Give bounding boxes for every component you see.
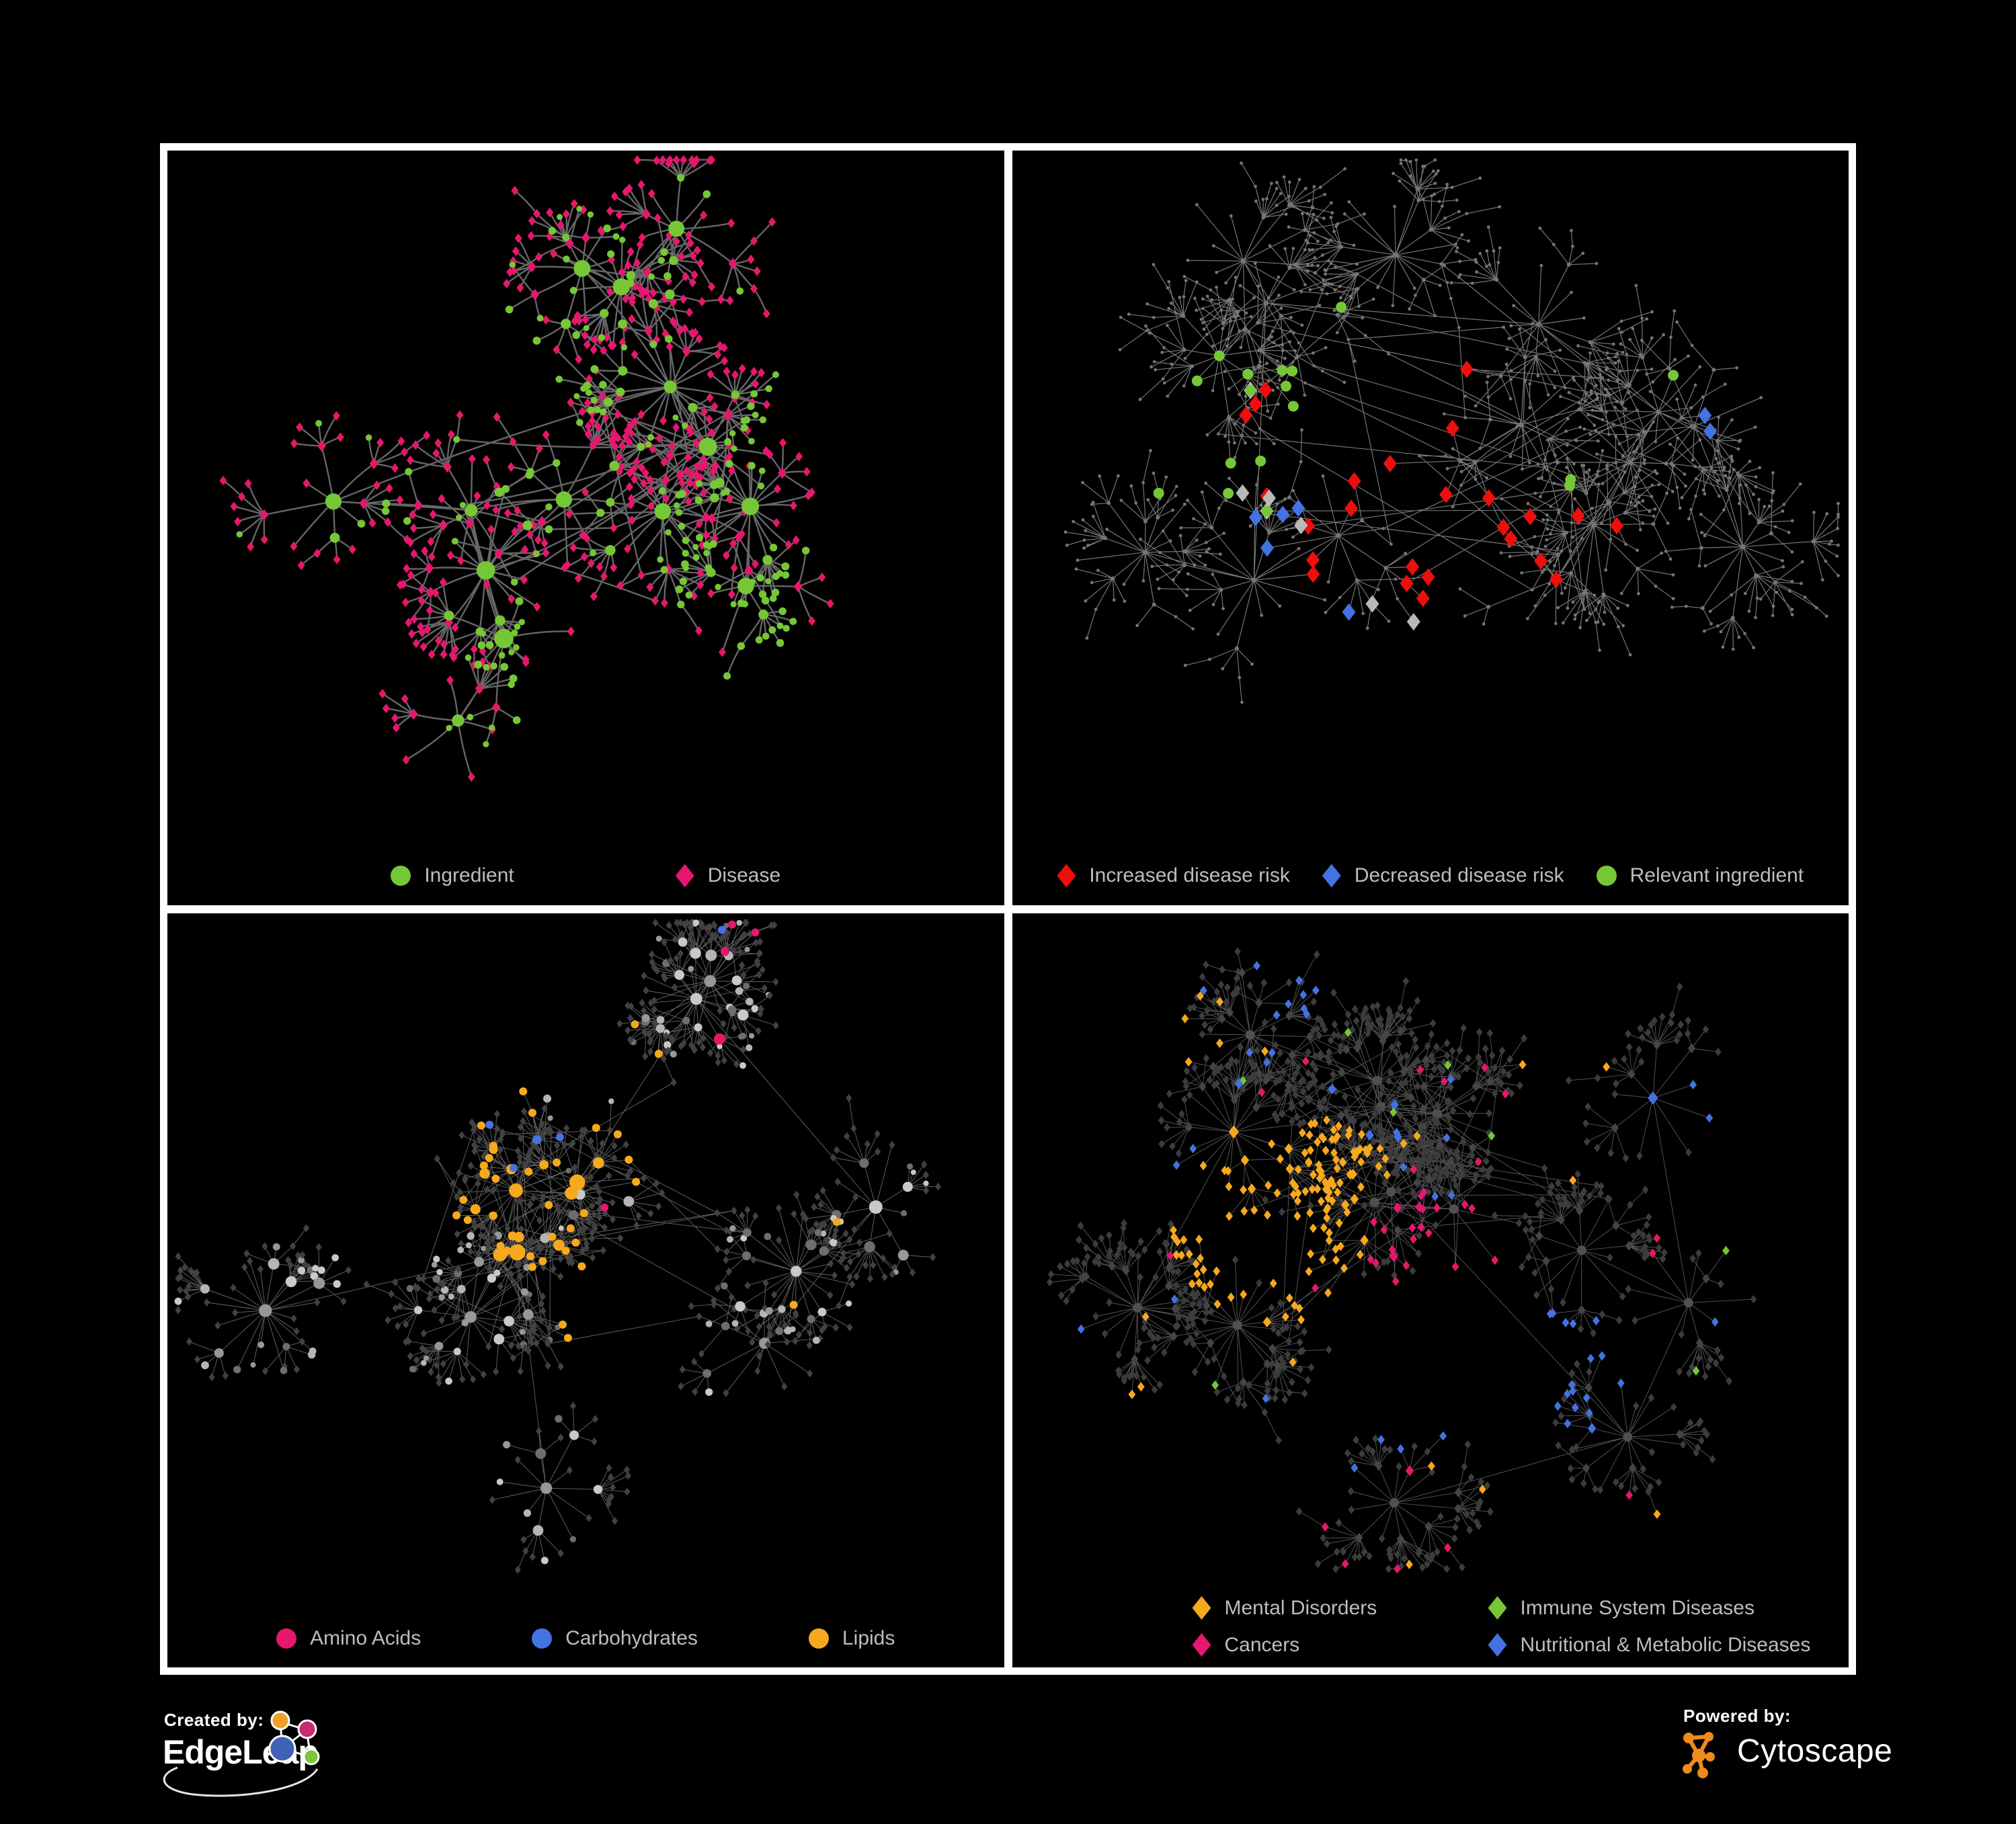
legend-item-relevant-ingredient: Relevant ingredient	[1596, 864, 1804, 887]
ingredient-disease-network-graph	[219, 155, 834, 782]
panel-disease-class-network: Mental Disorders Immune System Diseases Ca…	[1012, 913, 1849, 1667]
nutrient-class-network-graph	[174, 918, 942, 1574]
legend-item-decreased-disease-risk: Decreased disease risk	[1322, 864, 1564, 888]
circle-swatch-icon	[276, 1628, 297, 1649]
diamond-swatch-icon	[1192, 1633, 1211, 1657]
cytoscape-logo-icon	[1683, 1732, 1715, 1778]
panel-disease-risk-network: Increased disease risk Decreased disease …	[1012, 151, 1849, 905]
cytoscape-wordmark: Cytoscape	[1737, 1733, 1893, 1769]
legend-disease-classes: Mental Disorders Immune System Diseases Ca…	[1012, 1596, 1849, 1657]
legend-item-carbohydrates: Carbohydrates	[532, 1627, 698, 1650]
legend-label: Carbohydrates	[565, 1627, 698, 1649]
legend-label: Lipids	[842, 1627, 895, 1649]
legend-label: Disease	[707, 864, 781, 886]
diamond-swatch-icon	[1322, 864, 1341, 888]
circle-swatch-icon	[808, 1628, 829, 1649]
legend-item-lipids: Lipids	[808, 1627, 895, 1650]
edgeleap-logo-icon	[163, 1710, 320, 1797]
legend-item-increased-disease-risk: Increased disease risk	[1057, 864, 1290, 888]
circle-swatch-icon	[1596, 866, 1617, 886]
circle-swatch-icon	[532, 1628, 553, 1649]
legend-label: Mental Disorders	[1224, 1596, 1377, 1619]
legend-label: Immune System Diseases	[1520, 1596, 1755, 1619]
legend-item-disease: Disease	[675, 864, 781, 888]
legend-item-cancers: Cancers	[1192, 1633, 1488, 1657]
panel-ingredient-disease-network: Ingredient Disease	[167, 151, 1004, 905]
legend-label: Amino Acids	[310, 1627, 421, 1649]
diamond-swatch-icon	[1488, 1596, 1507, 1620]
legend-disease-risk: Increased disease risk Decreased disease …	[1012, 864, 1849, 888]
legend-label: Cancers	[1224, 1633, 1300, 1656]
circle-swatch-icon	[391, 866, 411, 886]
diamond-swatch-icon	[1057, 864, 1076, 888]
diamond-swatch-icon	[675, 864, 694, 888]
legend-label: Relevant ingredient	[1629, 864, 1804, 886]
legend-label: Ingredient	[424, 864, 514, 886]
legend-nutrient-classes: Amino Acids Carbohydrates Lipids	[167, 1627, 1004, 1650]
powered-by-block: Powered by: Cytoscape	[1681, 1706, 1923, 1813]
disease-risk-network-graph	[1063, 158, 1840, 704]
diamond-swatch-icon	[1192, 1596, 1211, 1620]
panel-nutrient-class-network: Amino Acids Carbohydrates Lipids	[167, 913, 1004, 1667]
figure-panel-grid: Ingredient Disease Increased disease risk…	[160, 143, 1856, 1675]
legend-ingredient-disease: Ingredient Disease	[167, 864, 1004, 888]
legend-item-ingredient: Ingredient	[391, 864, 514, 887]
disease-class-network-graph	[1046, 947, 1757, 1573]
legend-item-mental-disorders: Mental Disorders	[1192, 1596, 1488, 1620]
legend-item-amino-acids: Amino Acids	[276, 1627, 421, 1650]
legend-item-immune-system-diseases: Immune System Diseases	[1488, 1596, 1811, 1620]
created-by-label: Created by:	[164, 1710, 264, 1730]
legend-item-nutritional-metabolic-diseases: Nutritional & Metabolic Diseases	[1488, 1633, 1811, 1657]
legend-label: Decreased disease risk	[1354, 864, 1564, 886]
powered-by-label: Powered by:	[1683, 1706, 1791, 1726]
legend-label: Nutritional & Metabolic Diseases	[1520, 1633, 1811, 1656]
legend-label: Increased disease risk	[1089, 864, 1290, 886]
created-by-block: Created by: EdgeLeap	[161, 1710, 484, 1824]
diamond-swatch-icon	[1488, 1633, 1507, 1657]
